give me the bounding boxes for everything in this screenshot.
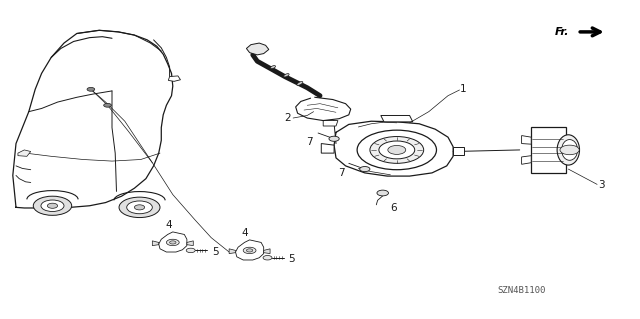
Ellipse shape <box>557 135 580 165</box>
Polygon shape <box>229 249 236 254</box>
Text: 3: 3 <box>598 180 605 190</box>
Polygon shape <box>159 232 187 252</box>
Circle shape <box>377 190 388 196</box>
Text: SZN4B1100: SZN4B1100 <box>497 286 546 295</box>
Polygon shape <box>381 115 413 122</box>
Polygon shape <box>187 241 193 246</box>
Circle shape <box>104 103 111 107</box>
Polygon shape <box>152 241 159 246</box>
Circle shape <box>379 141 415 159</box>
Ellipse shape <box>297 82 303 85</box>
Text: 7: 7 <box>338 168 344 178</box>
Circle shape <box>329 136 339 141</box>
Text: 2: 2 <box>285 113 291 123</box>
Text: 5: 5 <box>212 247 219 257</box>
Polygon shape <box>522 136 531 144</box>
Polygon shape <box>323 121 338 126</box>
Circle shape <box>370 137 424 163</box>
Ellipse shape <box>562 139 578 160</box>
Polygon shape <box>13 30 173 208</box>
Circle shape <box>127 201 152 214</box>
Circle shape <box>33 196 72 215</box>
Polygon shape <box>531 127 566 173</box>
Text: 4: 4 <box>165 220 172 230</box>
Polygon shape <box>453 147 464 155</box>
Polygon shape <box>236 240 264 260</box>
Text: Fr.: Fr. <box>555 27 570 37</box>
Circle shape <box>263 256 272 260</box>
Circle shape <box>388 145 406 154</box>
Circle shape <box>41 200 64 211</box>
Polygon shape <box>296 97 351 121</box>
Circle shape <box>360 167 370 172</box>
Polygon shape <box>321 144 334 153</box>
Ellipse shape <box>284 74 289 77</box>
Polygon shape <box>168 76 180 81</box>
Text: 4: 4 <box>242 228 248 238</box>
Circle shape <box>134 205 145 210</box>
Circle shape <box>186 248 195 253</box>
Text: 7: 7 <box>306 137 312 147</box>
Circle shape <box>170 241 176 244</box>
Polygon shape <box>18 150 31 156</box>
Polygon shape <box>264 249 270 254</box>
Ellipse shape <box>271 66 275 69</box>
Text: 5: 5 <box>288 254 294 264</box>
Text: 6: 6 <box>390 203 397 213</box>
Circle shape <box>243 247 256 254</box>
Circle shape <box>560 145 579 155</box>
Polygon shape <box>334 121 453 176</box>
Polygon shape <box>522 156 531 164</box>
Circle shape <box>166 239 179 246</box>
Circle shape <box>246 249 253 252</box>
Circle shape <box>357 130 436 170</box>
Circle shape <box>119 197 160 218</box>
Circle shape <box>47 203 58 208</box>
Polygon shape <box>246 43 269 55</box>
Text: 1: 1 <box>460 84 466 94</box>
Circle shape <box>87 87 95 91</box>
